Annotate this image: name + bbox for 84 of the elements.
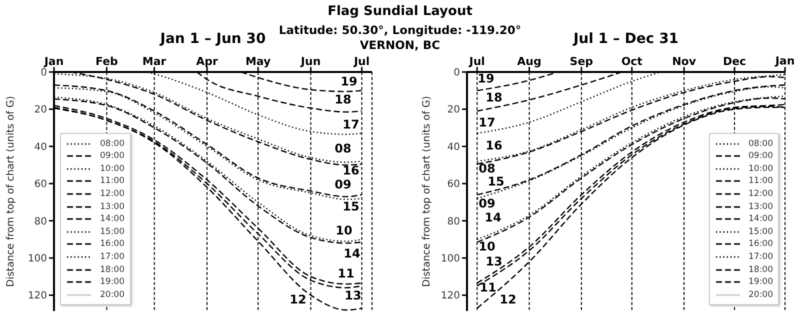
x-tick-label: Jun [300,55,321,68]
text: VERNON, BC [360,38,440,52]
y-tick-label: 0 [454,68,460,79]
legend-label: 16:00 [100,239,124,250]
legend-label: 20:00 [100,290,124,300]
annotation: 19 [340,74,358,88]
legend-label: 10:00 [748,164,773,174]
y-tick-label: 120 [440,290,460,302]
legend-label: 17:00 [748,252,773,262]
y-axis-title: Distance from top of chart (units of G) [422,96,433,288]
y-axis-title: Distance from top of chart (units of G) [6,96,17,288]
x-tick-label: Dec [722,55,746,68]
y-tick-label: 100 [28,254,47,265]
annotation: 13 [344,288,362,302]
annotation: 15 [342,200,360,214]
legend-label: 09:00 [748,151,773,162]
y-tick-label: 100 [440,254,460,265]
x-tick-label: Sep [570,55,594,68]
legend-label: 11:00 [748,176,773,186]
annotation: 16 [486,138,502,152]
annotation: 16 [342,164,360,178]
legend-label: 13:00 [100,202,124,212]
x-tick-label: May [245,55,271,68]
legend-label: 15:00 [748,226,773,237]
x-tick-label: Oct [621,55,642,68]
annotation: 08 [478,162,496,176]
annotation: 13 [486,254,502,268]
annotation: 12 [500,292,516,306]
annotation: 09 [478,196,496,210]
legend-label: 17:00 [100,252,124,262]
legend-label: 18:00 [100,264,124,275]
y-tick-label: 20 [447,104,460,116]
annotation: 18 [334,92,352,106]
y-tick-label: 80 [447,216,460,228]
legend-label: 08:00 [748,138,773,149]
x-tick-label: Jul [352,55,370,68]
legend-label: 08:00 [100,138,124,149]
x-tick-label: Feb [96,55,118,68]
text: Flag Sundial Layout [326,4,474,19]
y-tick-label: 120 [28,290,47,302]
annotation: 10 [478,240,496,254]
legend-label: 09:00 [100,151,124,162]
chart-title: Jul 1 – Dec 31 [573,31,679,47]
annotation: 14 [484,210,502,224]
y-tick-label: 60 [447,179,460,190]
y-tick-label: 20 [34,104,47,116]
x-tick-label: Apr [196,55,219,68]
legend-label: 13:00 [748,202,773,212]
chart-title: Jan 1 – Jun 30 [160,31,266,47]
y-tick-label: 0 [40,68,47,79]
legend-label: 14:00 [748,214,773,224]
annotation: 08 [334,142,352,156]
legend-label: 19:00 [748,277,773,288]
annotation: 10 [336,224,352,238]
legend-label: 19:00 [100,277,124,288]
legend-label: 11:00 [100,176,124,186]
annotation: 11 [338,266,354,280]
annotation: 12 [290,292,306,306]
x-tick-label: Jul [468,55,485,68]
text: Latitude: 50.30°, Longitude: -119.20° [278,23,522,37]
y-tick-label: 40 [447,142,460,153]
annotation: 15 [488,174,504,188]
annotation: 11 [480,280,496,294]
legend-label: 12:00 [100,188,124,199]
legend-label: 16:00 [748,239,773,250]
annotation: 19 [478,72,494,86]
annotation: 14 [344,246,360,260]
x-tick-label: Aug [517,55,542,68]
y-tick-label: 60 [34,179,47,190]
annotation: 18 [486,90,502,104]
legend-label: 14:00 [100,214,124,224]
x-tick-label: Nov [672,55,697,68]
annotation: 17 [342,118,360,132]
legend-label: 10:00 [100,164,124,174]
legend-label: 20:00 [748,290,773,300]
x-tick-label: Mar [142,55,167,68]
annotation: 17 [478,116,496,130]
legend-label: 12:00 [748,188,773,199]
legend-label: 18:00 [748,264,773,275]
y-tick-label: 80 [34,216,47,228]
y-tick-label: 40 [34,142,47,153]
x-tick-label: Jan [43,55,64,68]
annotation: 09 [334,178,352,192]
legend-label: 15:00 [100,226,124,237]
